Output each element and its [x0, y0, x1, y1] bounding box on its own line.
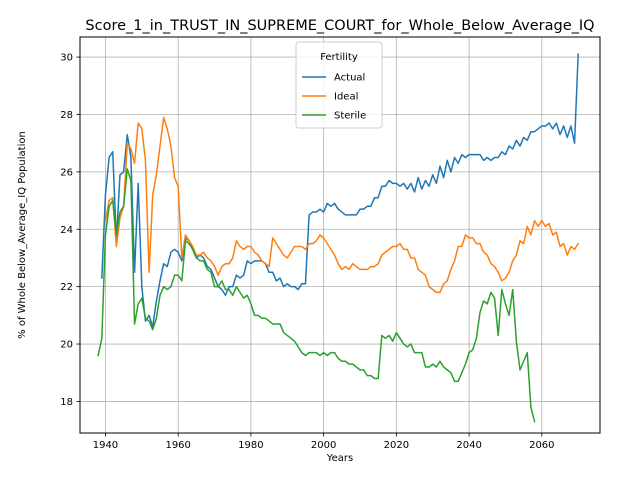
legend-items: Actual Ideal Sterile	[302, 73, 366, 122]
legend-box	[295, 41, 383, 129]
y-axis-label: % of Whole Below_Average_IQ Population	[17, 131, 28, 339]
x-tick-label: 2040	[456, 440, 481, 451]
legend-title: Fertility	[320, 52, 358, 63]
y-tick-label: 24	[60, 225, 73, 236]
x-tick-label: 2020	[384, 440, 409, 451]
series-line-ideal	[104, 116, 580, 294]
plot-frame	[79, 36, 601, 434]
x-axis: 1940 1960 1980 2000 2020 2040 2060	[93, 433, 555, 451]
x-tick-label: 2000	[311, 440, 336, 451]
y-tick-label: 22	[60, 282, 73, 293]
x-tick-label: 1980	[238, 440, 263, 451]
legend-label-actual: Actual	[334, 73, 365, 84]
legend: Fertility Actual Ideal Sterile	[295, 41, 383, 129]
series-line-actual	[101, 53, 579, 328]
y-tick-label: 28	[60, 110, 73, 121]
x-tick-label: 1940	[93, 440, 118, 451]
x-tick-label: 1960	[165, 440, 190, 451]
x-axis-label: Years	[326, 453, 353, 464]
y-tick-label: 26	[60, 167, 73, 178]
series-line-sterile	[97, 168, 536, 423]
y-tick-label: 30	[60, 53, 73, 64]
y-tick-label: 18	[60, 397, 73, 408]
x-tick-label: 2060	[529, 440, 554, 451]
chart-title: Score_1_in_TRUST_IN_SUPREME_COURT_for_Wh…	[85, 18, 594, 34]
legend-label-ideal: Ideal	[334, 92, 358, 103]
y-tick-label: 20	[60, 340, 73, 351]
series-layer	[97, 53, 580, 423]
legend-label-sterile: Sterile	[334, 111, 366, 122]
y-axis: 18 20 22 24 26 28 30	[60, 53, 80, 408]
